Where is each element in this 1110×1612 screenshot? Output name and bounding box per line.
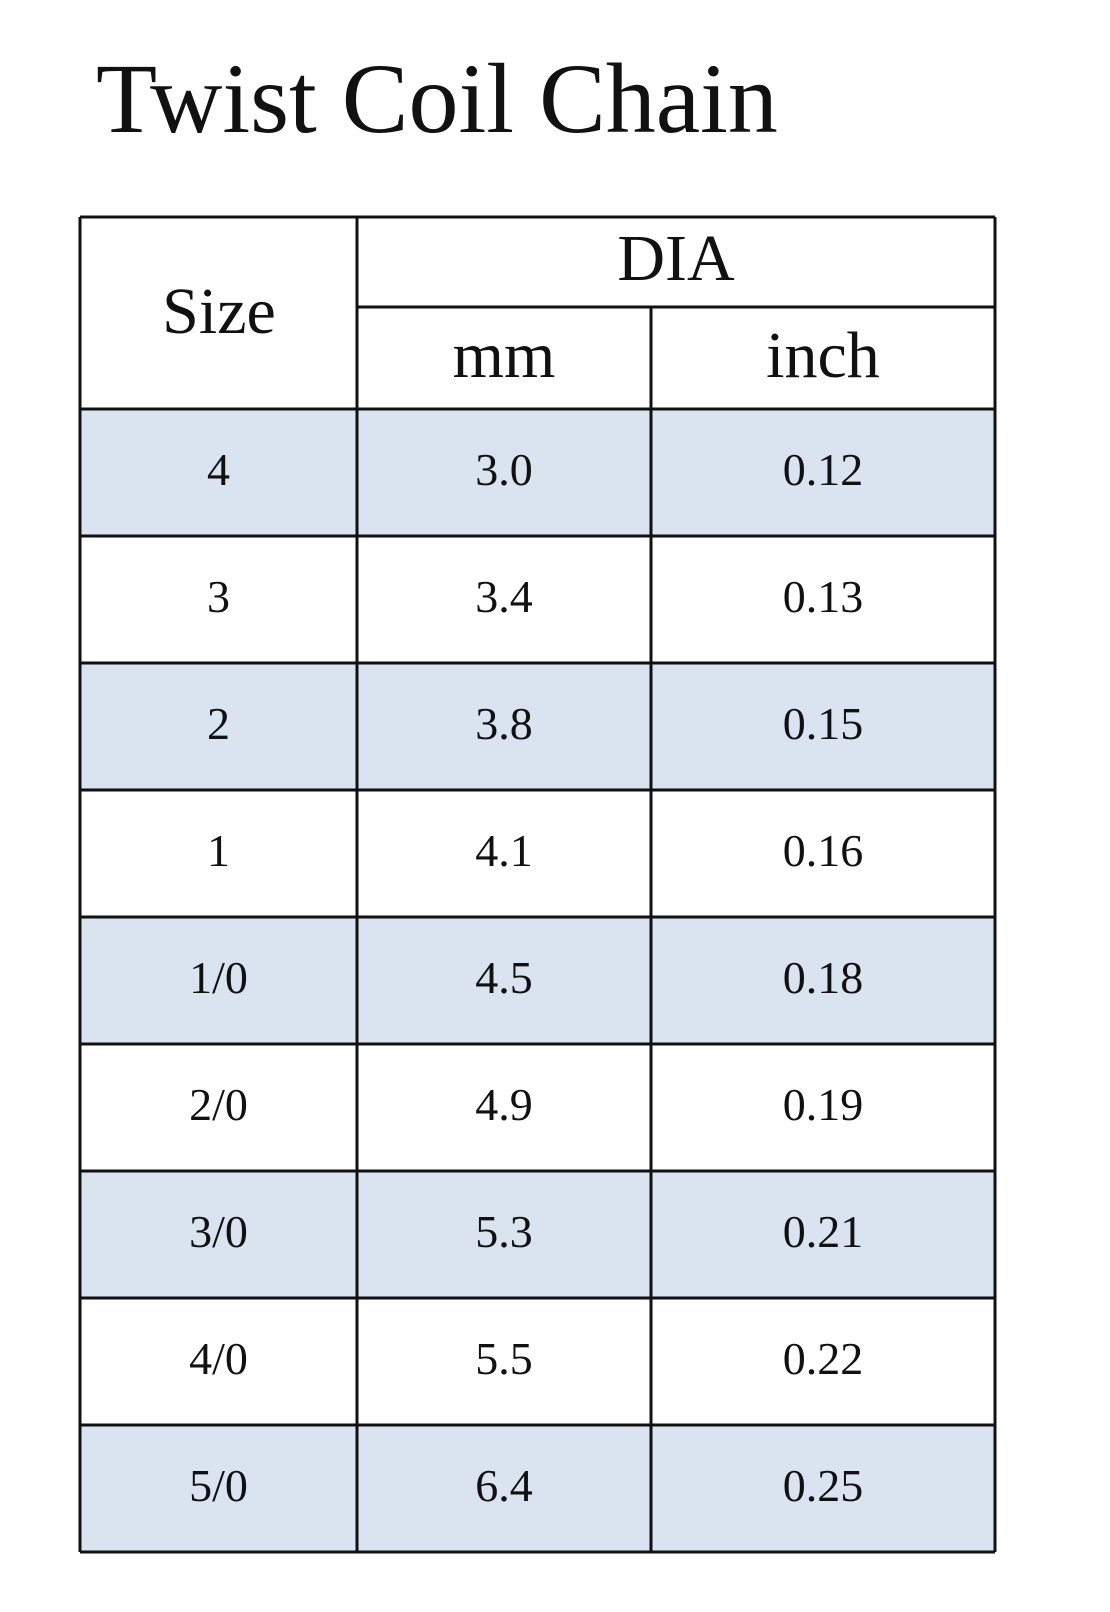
cell: 0.21 [783,1206,864,1257]
cell: 4.1 [475,825,533,876]
cell: 4.5 [475,952,533,1003]
cell: 4/0 [189,1333,248,1384]
cell: 0.18 [783,952,864,1003]
cell: 3.0 [475,444,533,495]
cell: 0.16 [783,825,864,876]
row-shade [80,1171,995,1298]
row-shade [80,409,995,536]
table-body: 4 3.0 0.12 3 3.4 0.13 2 3.8 0.15 1 4.1 0.16 1/0 4.5 0.… [80,409,995,1552]
title: Twist Coil Chain [96,43,778,154]
table-grid [78,215,997,1554]
cell: 3 [207,571,230,622]
cell: 2/0 [189,1079,248,1130]
cell: 5/0 [189,1460,248,1511]
cell: 0.13 [783,571,864,622]
cell: 3.8 [475,698,533,749]
cell: 6.4 [475,1460,533,1511]
cell: 3/0 [189,1206,248,1257]
cell: 2 [207,698,230,749]
column-header: inch [766,319,880,392]
cell: 4.9 [475,1079,533,1130]
cell: 0.15 [783,698,864,749]
row-shade [80,663,995,790]
row-shade [80,917,995,1044]
cell: 1 [207,825,230,876]
cell: 0.25 [783,1460,864,1511]
cell: 0.12 [783,444,864,495]
cell: 4 [207,444,230,495]
column-group-header: DIA [617,222,735,295]
column-header: Size [162,275,276,348]
cell: 0.22 [783,1333,864,1384]
cell: 0.19 [783,1079,864,1130]
cell: 5.3 [475,1206,533,1257]
column-header: mm [453,319,556,392]
row-shade [80,1425,995,1552]
cell: 3.4 [475,571,533,622]
cell: 1/0 [189,952,248,1003]
cell: 5.5 [475,1333,533,1384]
